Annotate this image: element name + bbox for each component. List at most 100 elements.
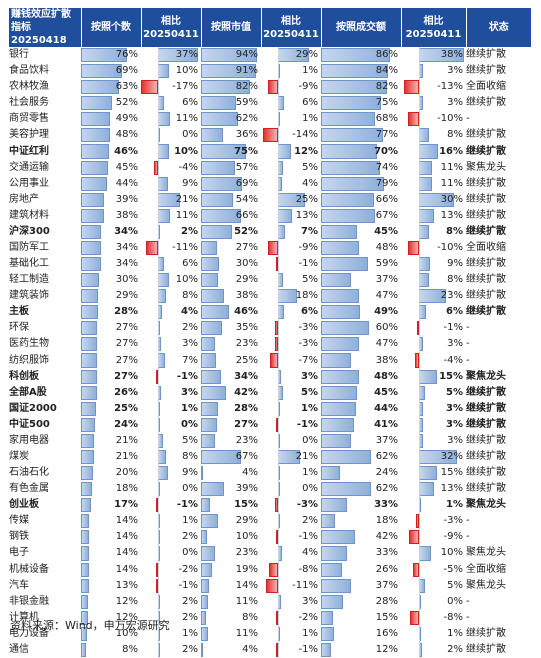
table-row: 纺织服饰 27% 7% 25% -7% 38% -4% - <box>9 352 531 369</box>
cell-mktcap-change: 1% <box>261 400 321 417</box>
cell-count-change: 1% <box>141 400 201 417</box>
zero-axis <box>419 432 421 449</box>
cell-mktcap: 66% <box>201 208 261 224</box>
value-mktcap-change: -3% <box>296 499 318 511</box>
zero-axis <box>157 593 159 610</box>
value-count: 49% <box>115 113 138 125</box>
bar-turnover-change <box>419 546 431 561</box>
zero-axis <box>157 641 159 658</box>
value-mktcap: 36% <box>235 129 258 141</box>
cell-mktcap: 46% <box>201 304 261 320</box>
zero-axis <box>419 111 421 128</box>
row-name: 食品饮料 <box>9 65 49 77</box>
cell-mktcap-change: 6% <box>261 95 321 112</box>
bar-turnover-change <box>407 240 420 256</box>
cell-turnover: 48% <box>321 240 401 256</box>
cell-count: 48% <box>81 127 141 143</box>
value-mktcap: 75% <box>234 145 258 157</box>
value-turnover: 79% <box>375 177 398 189</box>
bar-count-change <box>155 562 158 577</box>
value-mktcap-change: 5% <box>302 274 318 286</box>
cell-mktcap-change: 1% <box>261 111 321 128</box>
value-turnover-change: 10% <box>440 547 463 559</box>
value-count: 45% <box>115 161 138 173</box>
value-turnover-change: 13% <box>440 209 463 221</box>
value-mktcap: 35% <box>235 322 258 334</box>
bar-mktcap-change <box>277 289 298 304</box>
row-status: - <box>466 354 470 366</box>
cell-count: 26% <box>81 385 141 401</box>
bar-mktcap <box>201 482 225 497</box>
value-mktcap: 67% <box>235 450 258 462</box>
cell-count-change: -1% <box>141 577 201 594</box>
value-turnover-change: 3% <box>447 338 463 350</box>
value-mktcap-change: -1% <box>298 258 318 270</box>
cell-mktcap: 42% <box>201 385 261 401</box>
value-count: 69% <box>115 65 138 77</box>
cell-mktcap-change: -1% <box>261 529 321 546</box>
bar-turnover <box>321 112 376 127</box>
cell-turnover-change: 8% <box>401 223 466 240</box>
value-mktcap-change: -9% <box>298 241 318 253</box>
value-mktcap-change: -1% <box>298 531 318 543</box>
value-count: 14% <box>115 563 138 575</box>
value-count: 26% <box>114 386 138 398</box>
table-row: 交通运输 45% -4% 57% 5% 74% 11% 聚焦龙头 <box>9 159 531 176</box>
header-row: 赚钱效应扩散指标 20250418 按照个数 相比 20250411 按照市值 … <box>9 8 531 47</box>
bar-count <box>81 610 89 625</box>
row-status: 聚焦龙头 <box>466 547 506 559</box>
value-turnover-change: 23% <box>440 290 463 302</box>
value-mktcap-change: 6% <box>302 97 318 109</box>
bar-count <box>81 530 90 545</box>
cell-mktcap: 4% <box>201 465 261 481</box>
cell-count: 27% <box>81 320 141 336</box>
zero-axis <box>157 513 159 530</box>
row-name: 传媒 <box>9 515 29 527</box>
zero-axis <box>419 63 421 80</box>
bar-turnover-change <box>419 482 435 497</box>
bar-turnover <box>321 144 377 159</box>
zero-axis <box>419 143 421 160</box>
bar-turnover-change <box>419 224 429 239</box>
cell-mktcap-change: 1% <box>261 465 321 482</box>
bar-mktcap <box>201 224 233 239</box>
zero-axis <box>277 400 279 417</box>
header-status-text: 状态 <box>488 22 509 33</box>
value-mktcap: 38% <box>235 290 258 302</box>
value-turnover-change: 1% <box>446 499 463 511</box>
value-turnover-change: 38% <box>440 49 463 61</box>
cell-turnover: 48% <box>321 369 401 385</box>
value-turnover: 37% <box>375 274 398 286</box>
value-count: 34% <box>115 241 138 253</box>
table-row: 社会服务 52% 6% 59% 6% 75% 3% 继续扩散 <box>9 95 531 112</box>
value-count: 27% <box>115 322 138 334</box>
bar-count <box>81 498 92 513</box>
cell-mktcap-change: 6% <box>261 304 321 321</box>
bar-mktcap <box>201 289 224 304</box>
header-mktcap-change-text: 相比 20250411 <box>263 15 319 40</box>
cell-turnover: 18% <box>321 513 401 529</box>
zero-axis <box>157 223 159 240</box>
cell-count-change: -1% <box>141 368 201 385</box>
cell-turnover: 60% <box>321 320 401 336</box>
cell-mktcap: 36% <box>201 127 261 143</box>
value-turnover-change: 1% <box>447 627 463 639</box>
zero-axis <box>277 63 279 80</box>
table-row: 沪深300 34% 2% 52% 7% 45% 8% 继续扩散 <box>9 223 531 240</box>
cell-count: 12% <box>81 610 141 626</box>
cell-turnover: 84% <box>321 63 401 79</box>
zero-axis <box>277 432 279 449</box>
cell-turnover-change: 3% <box>401 95 466 112</box>
value-count-change: 21% <box>175 193 198 205</box>
row-status: 继续扩散 <box>466 209 506 221</box>
bar-turnover <box>321 337 359 352</box>
bar-count-change <box>157 208 170 223</box>
zero-axis <box>157 320 159 337</box>
header-count-change-text: 相比 20250411 <box>143 15 199 40</box>
cell-mktcap: 4% <box>201 642 261 658</box>
table-row: 机械设备 14% -2% 19% -8% 26% -5% 全面收缩 <box>9 561 531 578</box>
bar-turnover-change <box>419 273 429 288</box>
cell-turnover: 12% <box>321 642 401 658</box>
cell-turnover-change: -5% <box>401 561 466 578</box>
zero-axis <box>277 497 279 514</box>
